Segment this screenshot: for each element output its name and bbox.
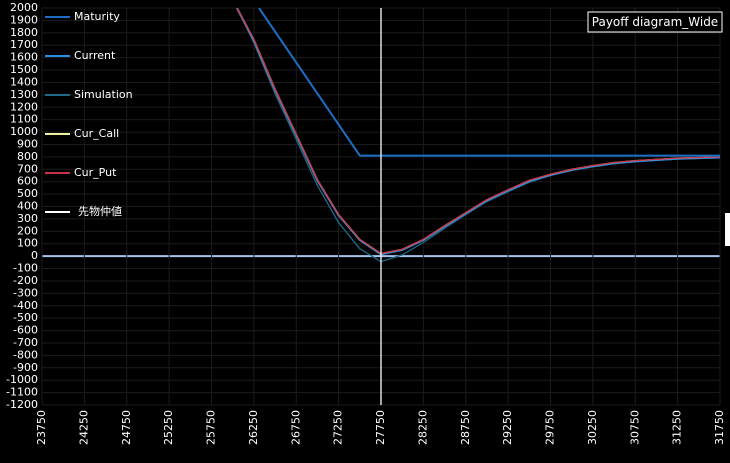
x-tick-label: 25250 xyxy=(162,410,175,445)
y-tick-label: 1500 xyxy=(10,63,38,76)
chart-title: Payoff diagram_Wide xyxy=(592,15,718,29)
x-tick-label: 28250 xyxy=(416,410,429,445)
y-tick-label: 1400 xyxy=(10,75,38,88)
y-tick-label: 2000 xyxy=(10,1,38,14)
x-tick-label: 28750 xyxy=(459,410,472,445)
y-tick-label: 1700 xyxy=(10,38,38,51)
y-tick-label: -800 xyxy=(13,348,38,361)
x-tick-label: 24750 xyxy=(120,410,133,445)
y-tick-label: 800 xyxy=(17,150,38,163)
y-tick-label: 1600 xyxy=(10,51,38,64)
y-tick-label: 900 xyxy=(17,137,38,150)
y-tick-label: 500 xyxy=(17,187,38,200)
x-tick-label: 31250 xyxy=(671,410,684,445)
y-tick-label: -1100 xyxy=(6,386,38,399)
x-tick-label: 29250 xyxy=(501,410,514,445)
x-tick-label: 26750 xyxy=(289,410,302,445)
scroll-handle[interactable] xyxy=(725,213,730,246)
x-tick-label: 27750 xyxy=(374,410,387,445)
y-tick-label: 1000 xyxy=(10,125,38,138)
x-tick-label: 29750 xyxy=(544,410,557,445)
y-tick-label: -300 xyxy=(13,286,38,299)
legend-label: Current xyxy=(74,49,116,62)
y-tick-label: 0 xyxy=(31,249,38,262)
y-tick-label: -500 xyxy=(13,311,38,324)
x-tick-label: 25750 xyxy=(205,410,218,445)
y-tick-label: 1100 xyxy=(10,113,38,126)
y-tick-label: -1000 xyxy=(6,373,38,386)
x-tick-label: 26250 xyxy=(247,410,260,445)
x-tick-label: 24250 xyxy=(77,410,90,445)
x-tick-label: 27250 xyxy=(332,410,345,445)
y-tick-label: 600 xyxy=(17,175,38,188)
y-tick-label: -600 xyxy=(13,324,38,337)
labels: -1200-1100-1000-900-800-700-600-500-400-… xyxy=(6,1,726,445)
y-tick-label: -400 xyxy=(13,299,38,312)
y-tick-label: 1200 xyxy=(10,100,38,113)
x-tick-label: 31750 xyxy=(713,410,726,445)
y-tick-label: 1800 xyxy=(10,26,38,39)
y-tick-label: -200 xyxy=(13,274,38,287)
y-tick-label: 1300 xyxy=(10,88,38,101)
title-box xyxy=(587,11,723,33)
x-tick-label: 30250 xyxy=(586,410,599,445)
y-tick-label: 100 xyxy=(17,237,38,250)
y-tick-label: 200 xyxy=(17,224,38,237)
y-tick-label: 700 xyxy=(17,162,38,175)
y-tick-label: -900 xyxy=(13,361,38,374)
y-tick-label: -1200 xyxy=(6,398,38,411)
legend-label: Cur_Put xyxy=(74,166,117,179)
y-tick-label: 1900 xyxy=(10,13,38,26)
legend-label: Cur_Call xyxy=(74,127,119,140)
y-tick-label: 400 xyxy=(17,200,38,213)
legend-label: 先物仲値 xyxy=(78,204,122,218)
plot-area xyxy=(236,8,720,405)
legend-label: Simulation xyxy=(74,88,133,101)
legend-label: Maturity xyxy=(74,10,120,23)
y-tick-label: -700 xyxy=(13,336,38,349)
x-tick-label: 30750 xyxy=(628,410,641,445)
y-tick-label: 300 xyxy=(17,212,38,225)
series-line xyxy=(258,8,720,157)
x-tick-label: 23750 xyxy=(35,410,48,445)
y-tick-label: -100 xyxy=(13,262,38,275)
series-line xyxy=(236,8,720,255)
